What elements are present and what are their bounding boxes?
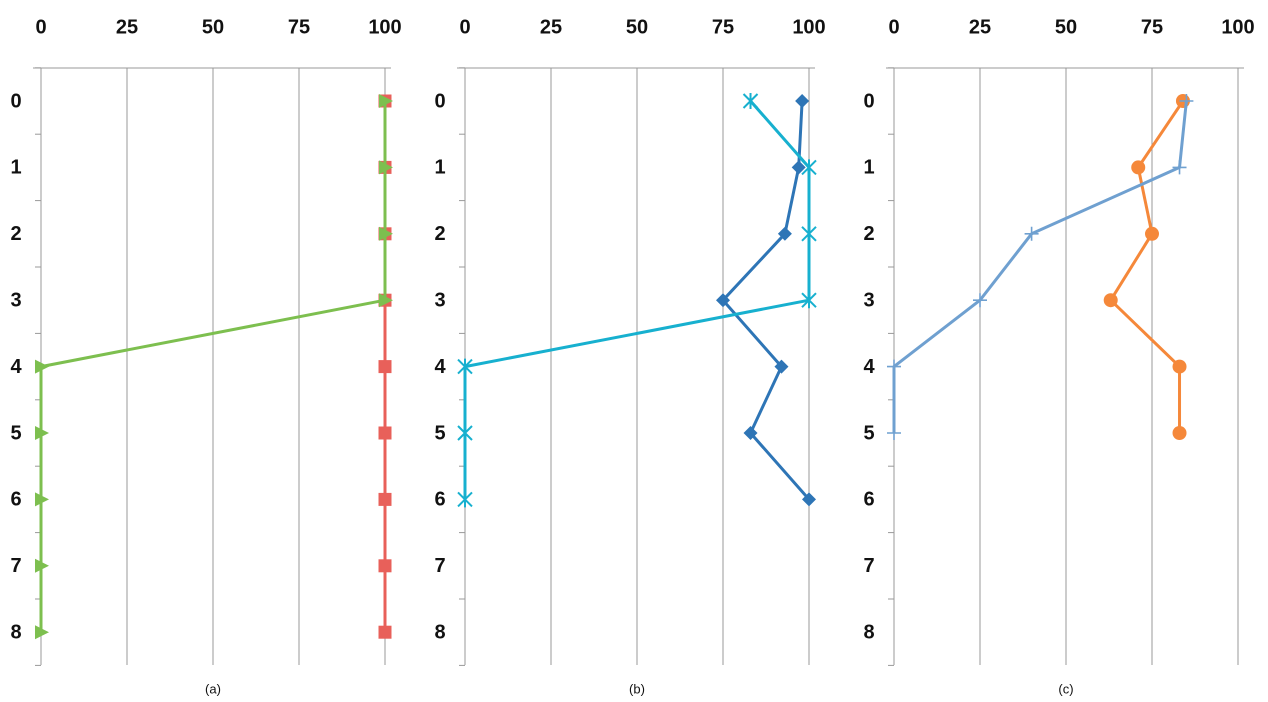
marker — [1172, 426, 1187, 440]
x-tick-label: 50 — [1055, 16, 1077, 38]
marker — [801, 292, 817, 309]
y-tick-label: 4 — [10, 356, 22, 378]
marker — [378, 625, 392, 639]
series-line — [892, 100, 1188, 433]
y-tick-label: 2 — [863, 223, 874, 245]
y-tick-label: 8 — [10, 621, 21, 643]
marker — [1131, 160, 1146, 175]
subtitle: (b) — [629, 681, 645, 696]
x-tick-label: 75 — [288, 16, 310, 38]
x-tick-label: 0 — [35, 16, 46, 38]
marker — [378, 426, 392, 440]
marker — [1172, 359, 1187, 374]
x-tick-label: 75 — [712, 16, 734, 38]
y-tick-label: 5 — [863, 422, 874, 444]
y-tick-label: 5 — [10, 422, 21, 444]
marker — [801, 225, 817, 242]
marker — [35, 625, 49, 640]
y-tick-label: 0 — [434, 90, 445, 112]
x-tick-label: 0 — [459, 16, 470, 38]
marker — [716, 293, 730, 308]
y-tick-label: 7 — [10, 555, 21, 577]
y-tick-label: 1 — [10, 157, 21, 179]
y-tick-label: 1 — [863, 157, 874, 179]
y-tick-label: 6 — [863, 489, 874, 511]
y-tick-label: 8 — [434, 621, 445, 643]
marker — [1024, 226, 1039, 241]
marker — [379, 293, 393, 308]
y-tick-label: 6 — [10, 489, 21, 511]
y-tick-label: 4 — [863, 356, 875, 378]
x-tick-label: 100 — [1221, 16, 1254, 38]
marker — [378, 360, 392, 374]
marker — [35, 359, 49, 374]
y-tick-label: 1 — [434, 157, 445, 179]
marker — [457, 425, 473, 441]
marker — [378, 559, 392, 573]
marker — [1179, 94, 1194, 108]
marker — [777, 226, 792, 241]
x-tick-label: 75 — [1141, 16, 1163, 38]
y-tick-label: 8 — [863, 621, 874, 643]
marker — [1145, 226, 1159, 241]
y-tick-label: 2 — [434, 223, 445, 245]
x-tick-label: 100 — [792, 16, 825, 38]
y-tick-label: 5 — [434, 422, 445, 444]
marker — [35, 558, 49, 573]
marker — [35, 492, 49, 507]
y-tick-label: 7 — [863, 555, 874, 577]
y-tick-label: 7 — [434, 555, 445, 577]
marker — [887, 359, 901, 374]
marker — [1103, 293, 1118, 308]
x-tick-label: 50 — [202, 16, 224, 38]
marker — [801, 159, 817, 176]
y-tick-label: 0 — [863, 90, 874, 112]
marker — [887, 426, 901, 440]
y-tick-label: 4 — [434, 356, 446, 378]
x-tick-label: 50 — [626, 16, 648, 38]
subtitle: (a) — [205, 681, 221, 696]
marker — [379, 94, 393, 108]
marker — [774, 359, 789, 374]
y-tick-label: 3 — [10, 289, 21, 311]
marker — [378, 492, 392, 506]
series-line — [1109, 100, 1185, 433]
marker — [802, 492, 816, 507]
y-tick-label: 3 — [434, 289, 445, 311]
x-tick-label: 0 — [888, 16, 899, 38]
x-tick-label: 25 — [969, 16, 991, 38]
marker — [379, 226, 393, 241]
marker — [379, 160, 393, 175]
y-tick-label: 6 — [434, 489, 445, 511]
series-line — [721, 100, 811, 501]
marker — [791, 160, 806, 175]
x-tick-label: 100 — [368, 16, 401, 38]
x-tick-label: 25 — [540, 16, 562, 38]
marker — [973, 293, 987, 308]
marker — [795, 94, 810, 108]
marker — [742, 93, 759, 109]
marker — [743, 426, 758, 440]
x-tick-label: 25 — [116, 16, 138, 38]
marker — [457, 358, 473, 375]
y-tick-label: 0 — [10, 90, 21, 112]
marker — [457, 491, 473, 508]
subtitle: (c) — [1058, 681, 1073, 696]
marker — [35, 426, 49, 440]
y-tick-label: 3 — [863, 289, 874, 311]
marker — [1172, 160, 1187, 175]
y-tick-label: 2 — [10, 223, 21, 245]
